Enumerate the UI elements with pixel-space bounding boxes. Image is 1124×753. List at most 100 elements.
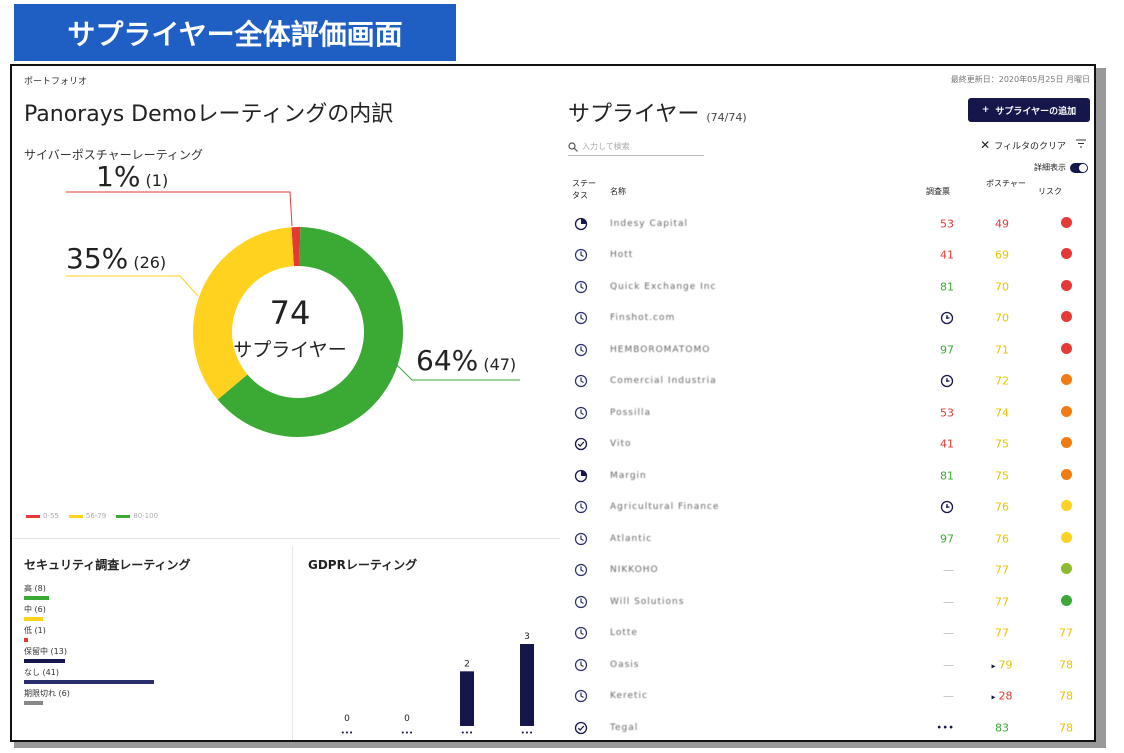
supplier-name[interactable]: Oasis <box>610 659 640 670</box>
table-row[interactable]: Will Solutions — 77 <box>562 586 1094 618</box>
supplier-name[interactable]: Vito <box>610 439 632 450</box>
clock-icon <box>574 532 588 545</box>
supplier-name[interactable]: Lotte <box>610 628 638 639</box>
survey-score: 41 <box>940 248 954 262</box>
check-circle-icon <box>574 721 588 734</box>
supplier-name[interactable]: Quick Exchange Inc <box>610 281 717 292</box>
security-row[interactable]: 高 (8) <box>24 583 284 600</box>
legend-label: 56-79 <box>85 512 107 520</box>
posture-score: 71 <box>995 343 1009 357</box>
security-row-label: 期限切れ (6) <box>24 689 70 698</box>
col-posture[interactable]: ポスチャー <box>986 179 1026 188</box>
detail-view-toggle[interactable]: 詳細表示 <box>1034 162 1088 173</box>
security-row[interactable]: 期限切れ (6) <box>24 688 284 705</box>
security-survey-title: セキュリティ調査レーティング <box>24 558 191 572</box>
supplier-title-text: サプライヤー <box>568 102 700 127</box>
supplier-name[interactable]: Comercial Industria <box>610 376 717 387</box>
security-survey-panel: セキュリティ調査レーティング 高 (8) 中 (6) 低 (1) 保留中 (13) なし… <box>24 556 284 736</box>
gdpr-bar-value: 0 <box>344 714 350 724</box>
table-row[interactable]: Oasis — ▸ 79 78 <box>562 649 1094 681</box>
table-row[interactable]: Comercial Industria 72 <box>562 366 1094 398</box>
supplier-name[interactable]: Margin <box>610 470 647 481</box>
survey-score: 41 <box>940 437 954 451</box>
donut-slice-0-55[interactable] <box>291 227 301 267</box>
col-risk[interactable]: リスク <box>1038 187 1062 196</box>
clock-icon <box>574 280 588 293</box>
plus-icon: + <box>981 105 990 115</box>
search-input[interactable]: 入力して検索 <box>568 138 704 156</box>
leader-line-red <box>66 191 293 227</box>
table-row[interactable]: Margin 81 75 <box>562 460 1094 492</box>
supplier-name[interactable]: Agricultural Finance <box>610 502 720 513</box>
donut-slice-56-79[interactable] <box>193 227 294 400</box>
gdpr-bar[interactable] <box>520 644 534 726</box>
survey-pending-icon <box>914 500 954 514</box>
security-row[interactable]: 低 (1) <box>24 625 284 642</box>
breadcrumb[interactable]: ポートフォリオ <box>24 77 88 87</box>
filter-icon[interactable] <box>1076 138 1086 151</box>
divider <box>12 538 560 539</box>
table-row[interactable]: Indesy Capital 53 49 <box>562 208 1094 240</box>
security-row[interactable]: 保留中 (13) <box>24 646 284 663</box>
posture-score: 77 <box>995 626 1009 640</box>
callout-red: 1% (1) <box>96 160 168 193</box>
table-row[interactable]: Tegal ••• 83 78 <box>562 712 1094 740</box>
supplier-name[interactable]: Atlantic <box>610 533 653 544</box>
table-row[interactable]: Agricultural Finance 76 <box>562 492 1094 524</box>
clock-icon <box>574 564 588 577</box>
table-row[interactable]: Vito 41 75 <box>562 429 1094 461</box>
donut-slice-80-100[interactable] <box>217 227 404 438</box>
supplier-name[interactable]: Hott <box>610 250 634 261</box>
legend-item-green: 80-100 <box>116 512 158 520</box>
table-row[interactable]: Possilla 53 74 <box>562 397 1094 429</box>
filter-clear-label: フィルタのクリア <box>994 141 1066 152</box>
risk-indicator-dot <box>1046 216 1086 231</box>
gdpr-bar-chart: 0 ••• 0 ••• 2 ••• 3 ••• <box>341 632 534 737</box>
risk-score: 77 <box>1059 626 1073 640</box>
cyber-posture-donut-chart: 74 サプライヤー <box>66 191 520 438</box>
table-row[interactable]: Hott 41 69 <box>562 240 1094 272</box>
col-name[interactable]: 名称 <box>610 187 626 196</box>
table-row[interactable]: Quick Exchange Inc 81 70 <box>562 271 1094 303</box>
col-survey[interactable]: 調査票 <box>926 187 950 196</box>
security-row[interactable]: なし (41) <box>24 667 284 684</box>
filter-clear-button[interactable]: ✕ フィルタのクリア <box>980 138 1066 152</box>
survey-score: ••• <box>936 722 954 734</box>
supplier-name[interactable]: HEMBOROMATOMO <box>610 344 711 355</box>
add-supplier-label: サプライヤーの追加 <box>995 106 1077 117</box>
survey-pending-icon <box>914 311 954 325</box>
flag-icon: ▸ <box>991 692 996 702</box>
security-row-label: 保留中 (13) <box>24 647 67 656</box>
clock-icon <box>574 343 588 356</box>
survey-score: — <box>943 658 954 672</box>
table-row[interactable]: HEMBOROMATOMO 97 71 <box>562 334 1094 366</box>
supplier-name[interactable]: Indesy Capital <box>610 218 689 229</box>
table-row[interactable]: Finshot.com 70 <box>562 303 1094 335</box>
supplier-name[interactable]: Keretic <box>610 691 649 702</box>
risk-indicator-dot <box>1046 374 1086 388</box>
table-row[interactable]: Lotte — 77 77 <box>562 618 1094 650</box>
supplier-name[interactable]: Tegal <box>610 722 639 733</box>
supplier-name[interactable]: Possilla <box>610 407 652 418</box>
security-row[interactable]: 中 (6) <box>24 604 284 621</box>
toggle-switch[interactable] <box>1070 162 1088 173</box>
table-row[interactable]: Atlantic 97 76 <box>562 523 1094 555</box>
posture-score: 75 <box>995 437 1009 451</box>
gdpr-bar-category-dots: ••• <box>341 729 353 737</box>
add-supplier-button[interactable]: + サプライヤーの追加 <box>968 98 1090 122</box>
security-row-bar <box>24 638 28 642</box>
risk-score: 78 <box>1059 689 1073 703</box>
supplier-name[interactable]: Will Solutions <box>610 596 685 607</box>
posture-score: 77 <box>995 595 1009 609</box>
supplier-name[interactable]: NIKKOHO <box>610 565 659 576</box>
callout-percent: 64% <box>416 344 479 377</box>
supplier-name[interactable]: Finshot.com <box>610 313 676 324</box>
table-row[interactable]: Keretic — ▸ 28 78 <box>562 681 1094 713</box>
survey-score: 81 <box>940 280 954 294</box>
security-row-label: 高 (8) <box>24 584 46 593</box>
flag-icon: ▸ <box>991 661 996 671</box>
col-status[interactable]: ステータス <box>572 179 596 200</box>
table-row[interactable]: NIKKOHO — 77 <box>562 555 1094 587</box>
gdpr-bar[interactable] <box>460 671 474 726</box>
clock-icon <box>574 375 588 388</box>
